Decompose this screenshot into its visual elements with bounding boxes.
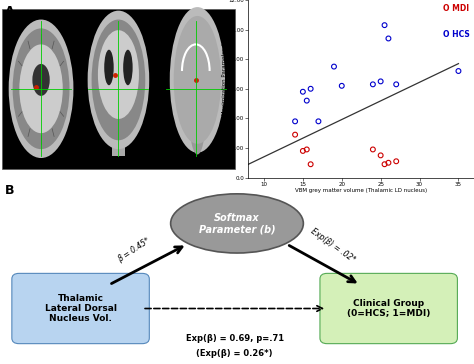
FancyBboxPatch shape [12, 273, 149, 344]
Point [455, 68, 462, 74]
Text: (Exp(β) = 0.26*): (Exp(β) = 0.26*) [196, 349, 273, 358]
Text: Exp(β) = .02*: Exp(β) = .02* [309, 227, 357, 265]
Point [292, 132, 299, 138]
Point [392, 82, 400, 87]
Text: Thalamic
Lateral Dorsal
Nucleus Vol.: Thalamic Lateral Dorsal Nucleus Vol. [45, 294, 117, 323]
Point [307, 86, 314, 92]
Point [315, 118, 322, 124]
Text: β = 0.45*: β = 0.45* [116, 237, 152, 265]
Ellipse shape [91, 20, 145, 140]
Point [299, 89, 307, 95]
Ellipse shape [171, 194, 303, 253]
Ellipse shape [170, 7, 225, 153]
Ellipse shape [104, 50, 114, 85]
Ellipse shape [190, 101, 204, 154]
Ellipse shape [19, 44, 63, 133]
Point [307, 161, 314, 167]
Ellipse shape [123, 50, 133, 85]
Ellipse shape [88, 11, 149, 149]
Y-axis label: Softmax Maximization Parameter (b): Softmax Maximization Parameter (b) [222, 38, 227, 140]
Text: Clinical Group
(0=HCS; 1=MDI): Clinical Group (0=HCS; 1=MDI) [347, 299, 430, 318]
Point [384, 160, 392, 166]
Text: O MDI: O MDI [443, 4, 469, 12]
Bar [112, 112, 125, 156]
Point [303, 147, 310, 153]
Text: B: B [5, 184, 14, 197]
Point [330, 64, 338, 70]
Point [392, 158, 400, 164]
Text: Softmax
Parameter (b): Softmax Parameter (b) [199, 213, 275, 234]
Ellipse shape [98, 30, 139, 119]
Point [292, 118, 299, 124]
X-axis label: VBM grey matter volume (Thalamic LD nucleus): VBM grey matter volume (Thalamic LD nucl… [295, 188, 427, 193]
Point [369, 82, 377, 87]
Text: Exp(β) = 0.69, p=.71: Exp(β) = 0.69, p=.71 [185, 335, 284, 343]
Text: O HCS: O HCS [443, 30, 469, 39]
Point [381, 22, 388, 28]
Point [377, 153, 384, 158]
Point [338, 83, 346, 89]
Point [299, 148, 307, 154]
Ellipse shape [13, 28, 70, 149]
Ellipse shape [173, 16, 221, 144]
Ellipse shape [32, 64, 50, 96]
Ellipse shape [9, 20, 73, 158]
Point [303, 98, 310, 103]
Point [377, 79, 384, 84]
Point [369, 147, 377, 153]
FancyBboxPatch shape [320, 273, 457, 344]
Point [381, 161, 388, 167]
Point [384, 36, 392, 41]
Text: A: A [5, 5, 14, 19]
